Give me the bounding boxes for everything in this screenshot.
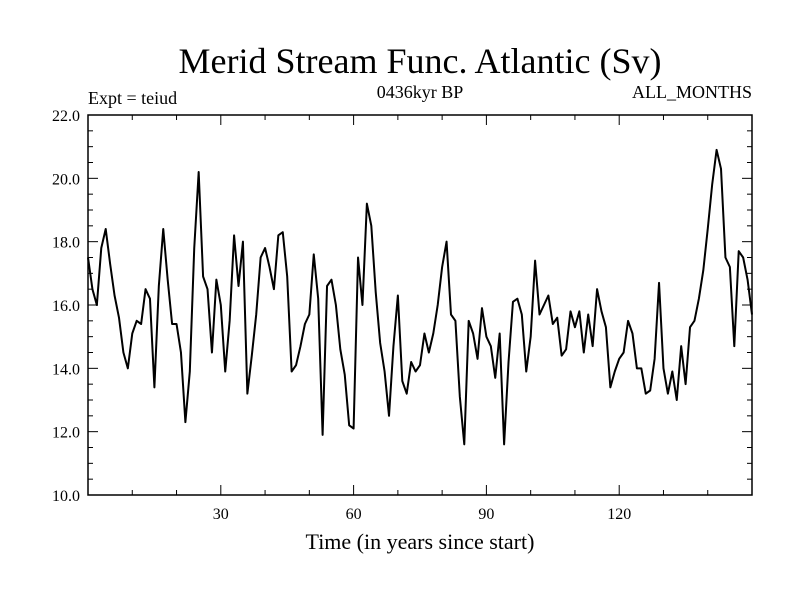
period-label: 0436kyr BP bbox=[377, 82, 464, 102]
y-tick-label: 22.0 bbox=[52, 108, 80, 125]
experiment-label: Expt = teiud bbox=[88, 88, 177, 108]
x-axis-label: Time (in years since start) bbox=[306, 529, 535, 554]
y-tick-label: 14.0 bbox=[52, 361, 80, 378]
y-tick-label: 16.0 bbox=[52, 298, 80, 315]
months-label: ALL_MONTHS bbox=[632, 82, 752, 102]
y-tick-label: 18.0 bbox=[52, 235, 80, 252]
y-tick-label: 20.0 bbox=[52, 171, 80, 188]
chart-title: Merid Stream Func. Atlantic (Sv) bbox=[179, 41, 662, 81]
tick-labels: 10.0 12.0 14.0 16.0 18.0 20.0 22.0 30 60 90 120 bbox=[52, 108, 631, 523]
x-tick-label: 120 bbox=[607, 506, 631, 523]
y-tick-label: 10.0 bbox=[52, 488, 80, 505]
x-tick-label: 60 bbox=[346, 506, 362, 523]
x-tick-label: 90 bbox=[478, 506, 494, 523]
y-tick-label: 12.0 bbox=[52, 425, 80, 442]
axis-ticks bbox=[88, 114, 752, 496]
x-tick-label: 30 bbox=[213, 506, 229, 523]
plot-frame bbox=[87, 114, 753, 496]
series-line bbox=[87, 148, 753, 446]
